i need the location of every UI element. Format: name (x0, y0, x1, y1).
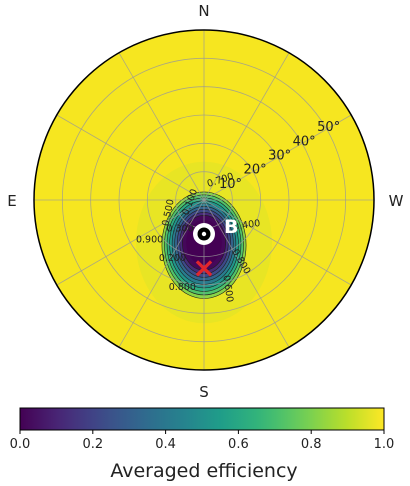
contour-label: 0.900 (136, 235, 163, 246)
compass-labels: N S E W (7, 2, 403, 401)
grid-spoke (118, 52, 205, 201)
direction-east: E (7, 192, 16, 210)
markers: B× (192, 216, 238, 284)
radial-tick-label: 10° (219, 177, 242, 192)
radial-tick-label: 30° (268, 149, 291, 164)
colorbar-tick-label: 0.8 (301, 437, 322, 452)
direction-south: S (199, 383, 209, 401)
colorbar: 0.0 0.2 0.4 0.6 0.8 1.0 Averaged efficiency (10, 407, 395, 482)
radial-tick-label: 20° (244, 163, 267, 178)
contour-label: 0.400 (233, 218, 261, 233)
grid-spoke (56, 114, 205, 201)
radial-tick-label: 40° (293, 134, 316, 149)
marker-b (193, 223, 215, 245)
grid-spoke (56, 199, 205, 286)
colorbar-tick-label: 0.0 (10, 437, 31, 452)
marker-b-label: B (224, 216, 238, 238)
colorbar-ticks: 0.0 0.2 0.4 0.6 0.8 1.0 (10, 430, 395, 452)
colorbar-tick-label: 0.2 (82, 437, 103, 452)
colorbar-label: Averaged efficiency (110, 460, 297, 482)
colorbar-tick-label: 0.4 (155, 437, 176, 452)
contour-label: 0.600 (220, 275, 235, 303)
contour-label: 0.800 (169, 282, 196, 293)
polar-plot-area: 0.7000.4000.8000.1000.5000.3000.2000.600… (33, 29, 375, 371)
grid-spoke (203, 199, 290, 348)
grid-spoke (203, 199, 352, 286)
direction-north: N (198, 2, 209, 20)
contour-label: 0.200 (159, 253, 186, 264)
grid-spoke (118, 199, 205, 348)
colorbar-tick-label: 0.6 (228, 437, 249, 452)
grid-spoke (203, 52, 290, 201)
polar-boundary (33, 29, 375, 371)
direction-west: W (389, 192, 404, 210)
radial-tick-labels: 10°20°30°40°50° (219, 120, 340, 192)
marker-x: × (192, 251, 215, 284)
radial-tick-label: 50° (317, 120, 340, 135)
colorbar-tick-label: 1.0 (374, 437, 395, 452)
colorbar-gradient (19, 407, 385, 431)
contour-label: 0.300 (166, 223, 193, 234)
grid-spoke (203, 114, 352, 201)
